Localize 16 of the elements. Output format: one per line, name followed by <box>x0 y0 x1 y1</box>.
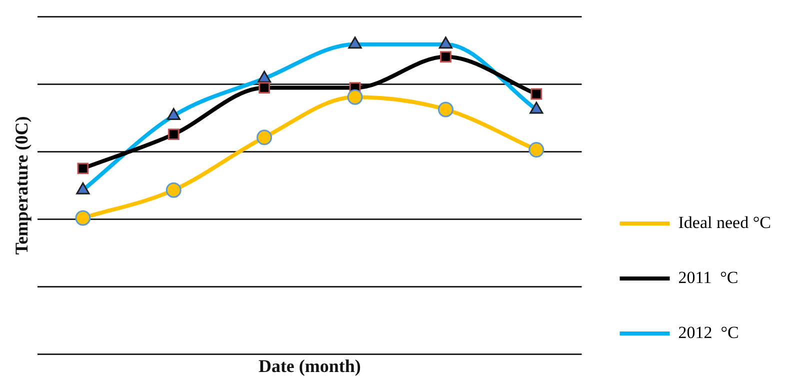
point <box>438 102 454 118</box>
point <box>168 128 180 140</box>
point <box>166 182 182 198</box>
point <box>77 162 89 174</box>
point <box>440 51 452 62</box>
point <box>530 88 542 100</box>
x-axis-title: Date (month) <box>258 356 361 376</box>
y-axis-title: Temperature (0C) <box>11 116 32 255</box>
point <box>528 142 544 158</box>
legend-label: Ideal need °C <box>678 212 771 232</box>
point <box>75 210 91 226</box>
point <box>256 130 272 146</box>
point <box>347 89 363 105</box>
point <box>258 82 270 94</box>
legend-label: 2012 °C <box>678 322 739 342</box>
legend-label: 2011 °C <box>678 268 738 287</box>
